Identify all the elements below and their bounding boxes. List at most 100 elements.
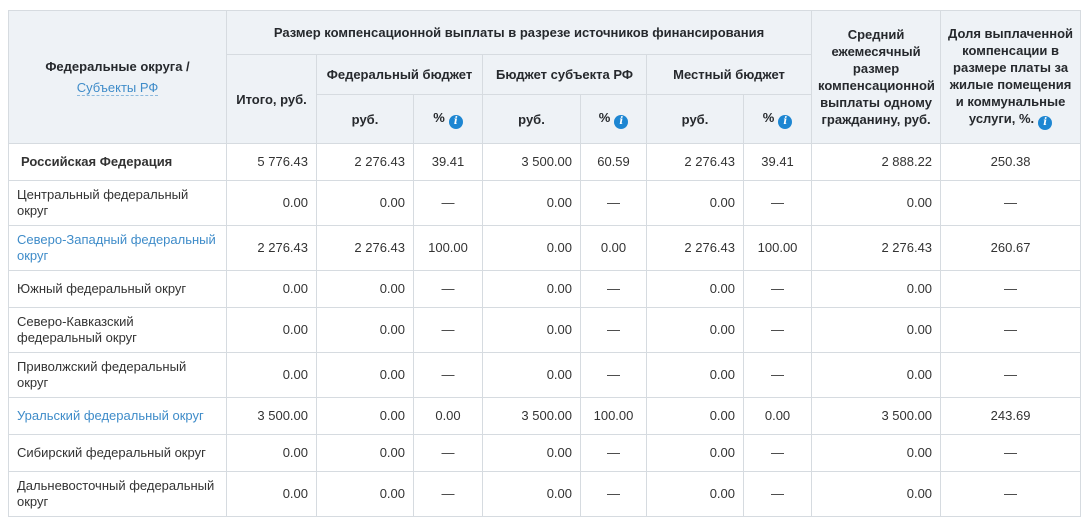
value-cell: 2 276.43 xyxy=(226,225,317,271)
value-cell: 0.00 xyxy=(646,352,744,398)
value-cell: 0.00 xyxy=(482,180,581,226)
region-name: Российская Федерация xyxy=(21,154,173,169)
value-cell: — xyxy=(742,307,813,353)
value-cell: 0.00 xyxy=(482,352,581,398)
value-cell: — xyxy=(580,180,647,226)
table-body: Российская Федерация 5 776.43 2 276.43 39.4… xyxy=(8,143,1082,517)
region-name: Северо-Кавказский федеральный округ xyxy=(17,314,137,345)
value-cell: 0.00 xyxy=(646,471,744,517)
value-cell: 0.00 xyxy=(316,434,414,472)
value-cell: 0.00 xyxy=(316,352,414,398)
pct-header-local: % i xyxy=(742,94,813,144)
value-cell: 100.00 xyxy=(580,397,647,435)
value-cell: — xyxy=(413,471,483,517)
value-cell: 0.00 xyxy=(226,471,317,517)
subjects-rf-link[interactable]: Субъекты РФ xyxy=(76,80,159,96)
value-cell: 0.00 xyxy=(316,180,414,226)
value-cell: — xyxy=(742,270,813,308)
value-cell: — xyxy=(742,180,813,226)
value-cell: 3 500.00 xyxy=(226,397,317,435)
value-cell: 0.00 xyxy=(226,434,317,472)
value-cell: — xyxy=(413,270,483,308)
value-cell: 39.41 xyxy=(742,143,813,181)
value-cell: 3 500.00 xyxy=(482,143,581,181)
region-name-cell: Южный федеральный округ xyxy=(8,270,227,308)
value-cell: 0.00 xyxy=(646,270,744,308)
value-cell: — xyxy=(940,180,1082,226)
value-cell: 0.00 xyxy=(811,352,942,398)
value-cell: 0.00 xyxy=(811,180,942,226)
table-row: Дальневосточный федеральный округ 0.00 0.0… xyxy=(8,471,1082,517)
value-cell: 0.00 xyxy=(226,352,317,398)
value-cell: — xyxy=(413,434,483,472)
value-cell: 0.00 xyxy=(742,397,813,435)
pct-header-federal: % i xyxy=(413,94,483,144)
row-header-cell: Федеральные округа / Субъекты РФ xyxy=(8,10,227,144)
value-cell: — xyxy=(940,471,1082,517)
value-cell: — xyxy=(742,352,813,398)
value-cell: — xyxy=(580,307,647,353)
value-cell: 0.00 xyxy=(482,307,581,353)
value-cell: 0.00 xyxy=(482,471,581,517)
value-cell: 100.00 xyxy=(742,225,813,271)
compensation-table: Федеральные округа / Субъекты РФ Размер … xyxy=(8,10,1082,517)
value-cell: — xyxy=(413,307,483,353)
total-header: Итого, руб. xyxy=(226,54,317,144)
value-cell: 39.41 xyxy=(413,143,483,181)
value-cell: 100.00 xyxy=(413,225,483,271)
value-cell: 0.00 xyxy=(646,307,744,353)
pct-header-subject: % i xyxy=(580,94,647,144)
region-name: Южный федеральный округ xyxy=(17,281,187,296)
value-cell: 0.00 xyxy=(316,397,414,435)
value-cell: 3 500.00 xyxy=(811,397,942,435)
value-cell: — xyxy=(413,180,483,226)
region-name: Сибирский федеральный округ xyxy=(17,445,206,460)
table-row: Северо-Кавказский федеральный округ 0.00 0… xyxy=(8,307,1082,353)
region-name: Приволжский федеральный округ xyxy=(17,359,187,390)
info-icon[interactable]: i xyxy=(778,115,793,129)
region-name-cell: Северо-Кавказский федеральный округ xyxy=(8,307,227,353)
subject-budget-header: Бюджет субъекта РФ xyxy=(482,54,647,95)
value-cell: — xyxy=(580,352,647,398)
region-name-cell: Сибирский федеральный округ xyxy=(8,434,227,472)
value-cell: 5 776.43 xyxy=(226,143,317,181)
value-cell: — xyxy=(940,270,1082,308)
region-name-cell: Российская Федерация xyxy=(8,143,227,181)
table-row: Уральский федеральный округ 3 500.00 0.00 0… xyxy=(8,397,1082,435)
value-cell: 3 500.00 xyxy=(482,397,581,435)
value-cell: 2 276.43 xyxy=(646,143,744,181)
value-cell: — xyxy=(580,270,647,308)
value-cell: — xyxy=(940,307,1082,353)
rub-header-federal: руб. xyxy=(316,94,414,144)
value-cell: 0.00 xyxy=(646,434,744,472)
paid-share-header: Доля выплаченной компенсации в размере п… xyxy=(940,10,1082,144)
pct-label: % xyxy=(762,110,775,125)
value-cell: 0.00 xyxy=(646,180,744,226)
region-name-cell: Центральный федеральный округ xyxy=(8,180,227,226)
table-row: Приволжский федеральный округ 0.00 0.00—0.… xyxy=(8,352,1082,398)
value-cell: 0.00 xyxy=(482,270,581,308)
pct-label: % xyxy=(433,110,445,125)
region-name-cell: Уральский федеральный округ xyxy=(8,397,227,435)
value-cell: 0.00 xyxy=(226,307,317,353)
value-cell: 2 888.22 xyxy=(811,143,942,181)
header-row-3: руб. % i руб. % i руб. % i xyxy=(9,94,1081,144)
rub-header-local: руб. xyxy=(646,94,744,144)
info-icon[interactable]: i xyxy=(614,115,629,129)
info-icon[interactable]: i xyxy=(1038,115,1053,130)
region-link[interactable]: Северо-Западный федеральный округ xyxy=(17,232,216,263)
value-cell: 0.00 xyxy=(811,307,942,353)
region-name: Центральный федеральный округ xyxy=(17,187,189,218)
value-cell: 0.00 xyxy=(482,434,581,472)
value-cell: 2 276.43 xyxy=(316,225,414,271)
info-icon[interactable]: i xyxy=(448,115,463,129)
value-cell: 0.00 xyxy=(226,180,317,226)
value-cell: 2 276.43 xyxy=(316,143,414,181)
row-header-title: Федеральные округа / xyxy=(45,59,190,74)
value-cell: 243.69 xyxy=(940,397,1082,435)
value-cell: 60.59 xyxy=(580,143,647,181)
region-link[interactable]: Уральский федеральный округ xyxy=(17,408,204,423)
value-cell: — xyxy=(580,471,647,517)
value-cell: 0.00 xyxy=(811,471,942,517)
